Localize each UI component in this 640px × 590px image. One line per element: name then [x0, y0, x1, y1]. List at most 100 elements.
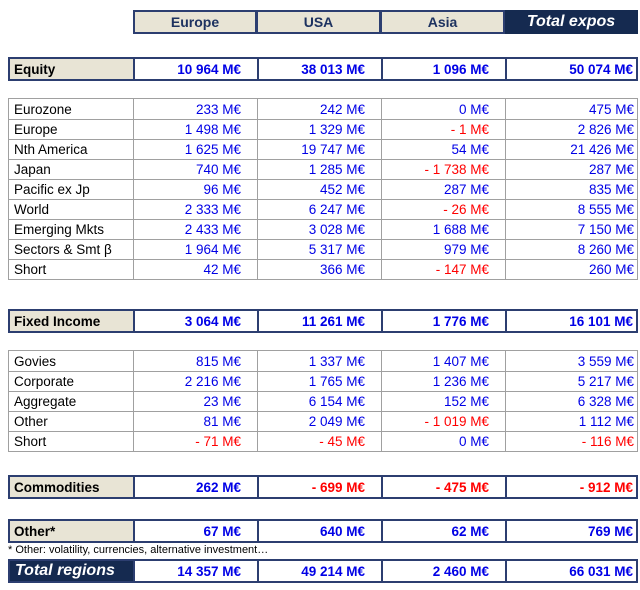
table-row-nth-america: Nth America 1 625 M€ 19 747 M€ 54 M€ 21 426 … [9, 139, 637, 159]
value-cell-europe-usa: 1 329 M€ [257, 120, 381, 139]
value-cell-equity-asia: 1 096 M€ [381, 59, 505, 79]
value-cell-total-regions-usa: 49 214 M€ [257, 561, 381, 581]
column-header-europe: Europe [133, 10, 257, 34]
table-row-eurozone: Eurozone 233 M€ 242 M€ 0 M€ 475 M€ [9, 99, 637, 119]
value-cell-govies-total-expos: 3 559 M€ [505, 351, 637, 371]
value-cell-fixed-income-europe: 3 064 M€ [133, 311, 257, 331]
equity-row: Equity 10 964 M€ 38 013 M€ 1 096 M€ 50 074 M… [8, 57, 638, 81]
value-cell-total-regions-europe: 14 357 M€ [133, 561, 257, 581]
value-cell-eurozone-usa: 242 M€ [257, 99, 381, 119]
table-body: Equity 10 964 M€ 38 013 M€ 1 096 M€ 50 074 M… [8, 57, 640, 583]
commodities-label: Commodities [10, 477, 133, 497]
table-row-short: Short 42 M€ 366 M€ - 147 M€ 260 M€ [9, 259, 637, 279]
value-cell-sectors-smt-europe: 1 964 M€ [133, 240, 257, 259]
value-cell-sectors-smt-total-expos: 8 260 M€ [505, 240, 637, 259]
other-label: Other* [10, 521, 133, 541]
table-row-short: Short - 71 M€ - 45 M€ 0 M€ - 116 M€ [9, 431, 637, 451]
value-cell-other-europe: 67 M€ [133, 521, 257, 541]
value-cell-nth-america-usa: 19 747 M€ [257, 140, 381, 159]
value-cell-nth-america-europe: 1 625 M€ [133, 140, 257, 159]
table-row-japan: Japan 740 M€ 1 285 M€ - 1 738 M€ 287 M€ [9, 159, 637, 179]
value-cell-eurozone-asia: 0 M€ [381, 99, 505, 119]
column-header-asia: Asia [381, 10, 505, 34]
value-cell-commodities-total-expos: - 912 M€ [505, 477, 636, 497]
table-row-other: Other 81 M€ 2 049 M€ - 1 019 M€ 1 112 M€ [9, 411, 637, 431]
value-cell-pacific-ex-jp-asia: 287 M€ [381, 180, 505, 199]
table-row-aggregate: Aggregate 23 M€ 6 154 M€ 152 M€ 6 328 M€ [9, 391, 637, 411]
value-cell-world-total-expos: 8 555 M€ [505, 200, 637, 219]
value-cell-govies-usa: 1 337 M€ [257, 351, 381, 371]
value-cell-fixed-income-total-expos: 16 101 M€ [505, 311, 636, 331]
value-cell-japan-europe: 740 M€ [133, 160, 257, 179]
row-label: Short [14, 434, 47, 449]
value-cell-other-usa: 640 M€ [257, 521, 381, 541]
value-cell-short-total-expos: - 116 M€ [505, 432, 637, 451]
total-regions-label: Total regions [10, 561, 133, 581]
row-label: Pacific ex Jp [14, 182, 90, 197]
value-cell-equity-usa: 38 013 M€ [257, 59, 381, 79]
value-cell-world-usa: 6 247 M€ [257, 200, 381, 219]
column-header-row: Europe USA Asia Total expos [133, 10, 638, 34]
other-footnote: * Other: volatility, currencies, alterna… [8, 544, 269, 556]
value-cell-fixed-income-asia: 1 776 M€ [381, 311, 505, 331]
value-cell-corporate-total-expos: 5 217 M€ [505, 372, 637, 391]
value-cell-other-asia: 62 M€ [381, 521, 505, 541]
table-row-sectors-smt: Sectors & Smt β 1 964 M€ 5 317 M€ 979 M€ 8 2… [9, 239, 637, 259]
value-cell-short-europe: 42 M€ [133, 260, 257, 279]
value-cell-short-usa: - 45 M€ [257, 432, 381, 451]
row-label: Emerging Mkts [14, 222, 105, 237]
row-label: World [14, 202, 50, 217]
value-cell-aggregate-europe: 23 M€ [133, 392, 257, 411]
value-cell-commodities-europe: 262 M€ [133, 477, 257, 497]
value-cell-emerging-mkts-usa: 3 028 M€ [257, 220, 381, 239]
value-cell-japan-total-expos: 287 M€ [505, 160, 637, 179]
row-label: Eurozone [14, 101, 72, 117]
value-cell-commodities-asia: - 475 M€ [381, 477, 505, 497]
value-cell-nth-america-asia: 54 M€ [381, 140, 505, 159]
value-cell-short-total-expos: 260 M€ [505, 260, 637, 279]
column-header-usa: USA [257, 10, 381, 34]
value-cell-short-asia: - 147 M€ [381, 260, 505, 279]
row-label: Japan [14, 162, 51, 177]
table-row-pacific-ex-jp: Pacific ex Jp 96 M€ 452 M€ 287 M€ 835 M€ [9, 179, 637, 199]
detail-table-fixed-income-details: Govies 815 M€ 1 337 M€ 1 407 M€ 3 559 M€ Corp… [8, 350, 638, 452]
value-cell-other-total-expos: 1 112 M€ [505, 412, 637, 431]
value-cell-europe-total-expos: 2 826 M€ [505, 120, 637, 139]
value-cell-equity-europe: 10 964 M€ [133, 59, 257, 79]
table-row-emerging-mkts: Emerging Mkts 2 433 M€ 3 028 M€ 1 688 M€ 7 1… [9, 219, 637, 239]
value-cell-sectors-smt-asia: 979 M€ [381, 240, 505, 259]
column-header-total-expos: Total expos [505, 10, 638, 34]
value-cell-aggregate-usa: 6 154 M€ [257, 392, 381, 411]
value-cell-europe-asia: - 1 M€ [381, 120, 505, 139]
value-cell-world-asia: - 26 M€ [381, 200, 505, 219]
row-label: Other [14, 414, 48, 429]
other-row: Other* 67 M€ 640 M€ 62 M€ 769 M€ [8, 519, 638, 543]
equity-label: Equity [10, 59, 133, 79]
value-cell-pacific-ex-jp-usa: 452 M€ [257, 180, 381, 199]
value-cell-world-europe: 2 333 M€ [133, 200, 257, 219]
value-cell-corporate-usa: 1 765 M€ [257, 372, 381, 391]
table-row-corporate: Corporate 2 216 M€ 1 765 M€ 1 236 M€ 5 217 M… [9, 371, 637, 391]
value-cell-eurozone-total-expos: 475 M€ [505, 99, 637, 119]
value-cell-other-asia: - 1 019 M€ [381, 412, 505, 431]
value-cell-emerging-mkts-asia: 1 688 M€ [381, 220, 505, 239]
value-cell-other-europe: 81 M€ [133, 412, 257, 431]
value-cell-equity-total-expos: 50 074 M€ [505, 59, 636, 79]
fixed-income-row: Fixed Income 3 064 M€ 11 261 M€ 1 776 M€ 16 … [8, 309, 638, 333]
table-row-world: World 2 333 M€ 6 247 M€ - 26 M€ 8 555 M€ [9, 199, 637, 219]
total-regions-row: Total regions 14 357 M€ 49 214 M€ 2 460 M€ 6… [8, 559, 638, 583]
value-cell-pacific-ex-jp-europe: 96 M€ [133, 180, 257, 199]
value-cell-japan-asia: - 1 738 M€ [381, 160, 505, 179]
value-cell-total-regions-asia: 2 460 M€ [381, 561, 505, 581]
row-label: Govies [14, 353, 57, 369]
value-cell-europe-europe: 1 498 M€ [133, 120, 257, 139]
value-cell-pacific-ex-jp-total-expos: 835 M€ [505, 180, 637, 199]
commodities-row: Commodities 262 M€ - 699 M€ - 475 M€ - 912 M… [8, 475, 638, 499]
row-label: Sectors & Smt β [14, 242, 112, 257]
detail-table-equity-details: Eurozone 233 M€ 242 M€ 0 M€ 475 M€ Europe 1 49… [8, 98, 638, 280]
value-cell-emerging-mkts-europe: 2 433 M€ [133, 220, 257, 239]
value-cell-sectors-smt-usa: 5 317 M€ [257, 240, 381, 259]
fixed-income-label: Fixed Income [10, 311, 133, 331]
